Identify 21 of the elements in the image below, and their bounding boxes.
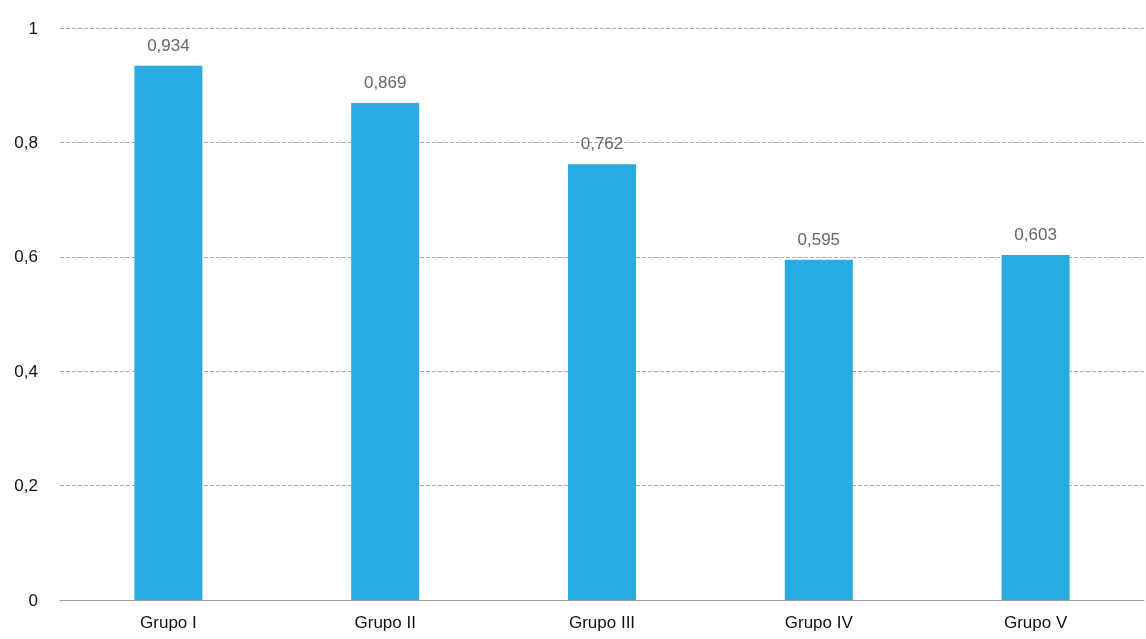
bar [1001,255,1070,600]
y-tick-label: 0,2 [14,476,38,496]
y-tick-label: 0,4 [14,361,38,381]
x-tick-label: Grupo I [140,613,197,632]
bar [134,65,203,600]
bar [568,164,636,600]
y-tick-label: 0,6 [14,247,38,267]
x-tick-label: Grupo IV [784,613,854,632]
data-label: 0,603 [1014,225,1057,245]
x-tick-label: Grupo II [354,613,416,632]
bar [784,259,853,600]
data-label: 0,934 [147,35,190,55]
y-tick-label: 0,8 [14,132,38,152]
data-label: 0,869 [363,72,407,92]
data-label: 0,762 [580,134,624,154]
x-tick-label: Grupo III [568,613,636,632]
y-tick-label: 1 [28,18,38,38]
data-label: 0,595 [797,229,841,249]
bar [351,102,420,600]
y-tick-label: 0 [28,590,38,610]
x-tick-label: Grupo V [1003,613,1068,632]
